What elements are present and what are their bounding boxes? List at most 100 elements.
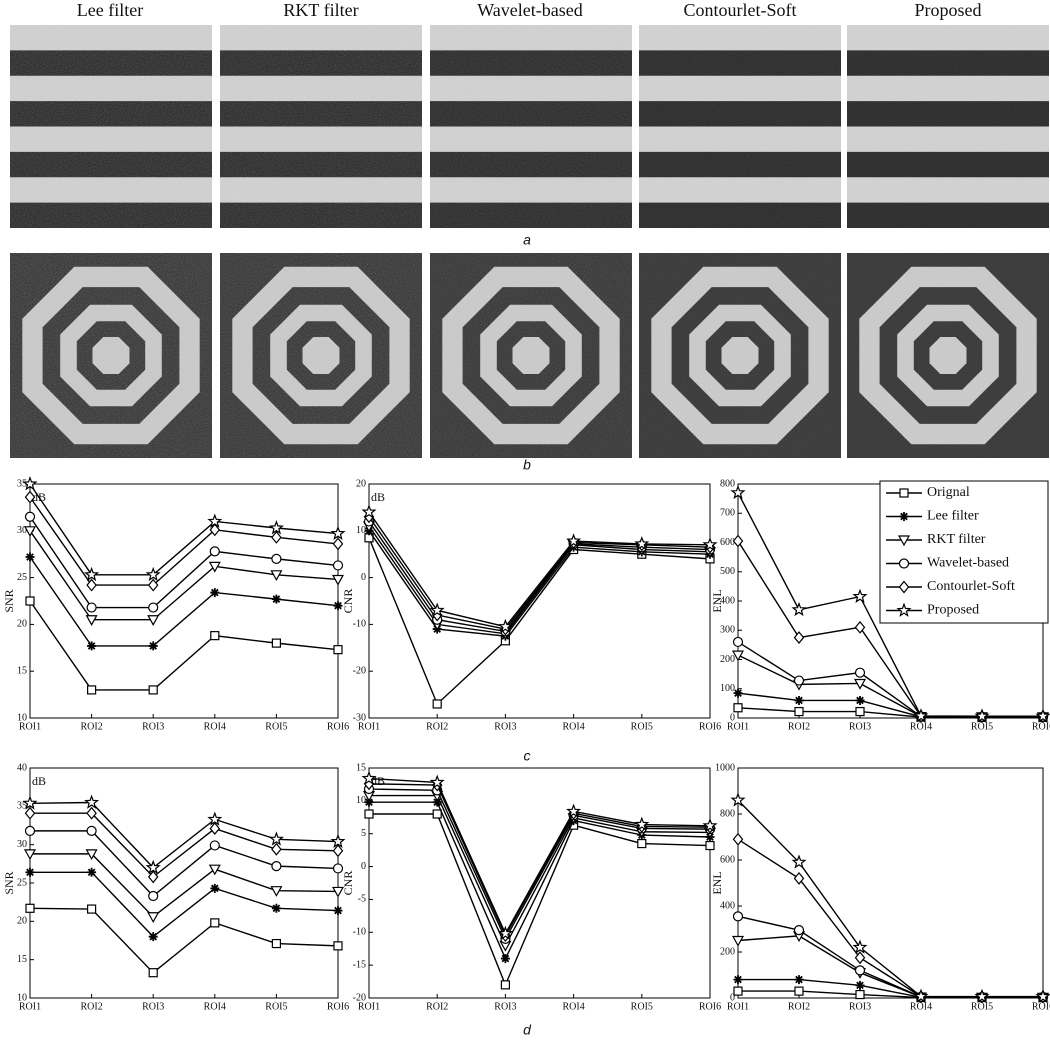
legend-entry: Lee filter	[927, 509, 979, 524]
marker	[497, 925, 513, 940]
marker	[210, 631, 220, 641]
marker	[705, 840, 715, 851]
marker	[271, 553, 282, 564]
y-tick-label: 0	[361, 861, 366, 872]
y-tick-label: 600	[720, 854, 735, 865]
marker	[898, 580, 910, 594]
marker	[271, 842, 282, 856]
series-line	[29, 907, 339, 974]
marker	[793, 871, 805, 885]
unit-annotation: dB	[371, 774, 385, 788]
marker	[147, 870, 159, 884]
marker	[24, 511, 36, 522]
y-tick-label: -10	[353, 619, 366, 630]
x-tick-label: ROI6	[1032, 1001, 1050, 1012]
marker	[913, 988, 929, 1003]
series-line	[29, 516, 339, 609]
y-tick-label: 10	[356, 795, 366, 806]
y-tick-label: -15	[353, 959, 366, 970]
y-tick-label: 0	[730, 992, 735, 1003]
y-tick-label: 600	[720, 537, 735, 548]
marker	[732, 636, 744, 648]
axes-box	[737, 767, 1044, 999]
series-line	[368, 521, 711, 633]
x-tick-label: ROI5	[631, 1001, 653, 1012]
marker	[23, 849, 37, 861]
x-tick-label: ROI6	[1032, 721, 1050, 732]
marker	[332, 844, 344, 858]
marker	[361, 504, 377, 519]
marker	[268, 831, 284, 846]
marker	[730, 484, 746, 500]
x-tick-label: ROI3	[494, 721, 516, 732]
column-header: Proposed	[915, 0, 982, 20]
marker	[974, 708, 990, 723]
x-tick-label: ROI6	[699, 1001, 721, 1012]
marker	[794, 695, 804, 705]
x-tick-label: ROI1	[19, 1001, 41, 1012]
marker	[702, 817, 718, 833]
marker	[271, 594, 281, 604]
y-tick-label: -20	[353, 665, 366, 676]
marker	[855, 980, 865, 990]
x-tick-label: ROI5	[631, 721, 653, 732]
marker	[432, 699, 442, 709]
marker	[566, 803, 582, 818]
y-tick-label: 20	[356, 478, 366, 489]
marker	[331, 574, 345, 586]
series-line	[368, 777, 711, 936]
marker	[331, 886, 345, 898]
x-tick-label: ROI4	[204, 1001, 226, 1012]
column-header: Contourlet-Soft	[684, 0, 797, 20]
series-line	[29, 801, 339, 869]
marker	[333, 906, 343, 916]
unit-annotation: dB	[32, 774, 46, 788]
y-tick-label: -10	[353, 927, 366, 938]
marker	[500, 954, 510, 964]
series-line	[737, 492, 1043, 717]
x-tick-label: ROI3	[849, 721, 871, 732]
x-tick-label: ROI1	[19, 721, 41, 732]
y-axis-label: CNR	[341, 871, 355, 896]
marker	[732, 832, 744, 846]
series-line	[29, 600, 339, 691]
y-tick-label: 800	[720, 478, 735, 489]
y-axis-label: ENL	[710, 871, 724, 894]
marker	[791, 601, 807, 617]
marker	[1035, 708, 1050, 723]
column-header: Wavelet-based	[477, 0, 583, 20]
x-tick-label: ROI1	[358, 721, 380, 732]
y-tick-label: 10	[356, 525, 366, 536]
legend-entry: Orignal	[927, 485, 970, 500]
marker	[209, 523, 221, 537]
y-tick-label: 20	[17, 619, 27, 630]
x-tick-label: ROI3	[849, 1001, 871, 1012]
marker	[899, 512, 909, 521]
marker	[270, 886, 283, 897]
x-tick-label: ROI1	[727, 721, 749, 732]
marker	[500, 980, 510, 990]
marker	[86, 904, 97, 914]
y-tick-label: 15	[356, 762, 366, 773]
marker	[145, 859, 161, 875]
y-axis-label: SNR	[2, 589, 16, 612]
series-line	[369, 794, 711, 948]
axes-box	[368, 483, 711, 719]
marker	[733, 703, 743, 713]
panel-label: b	[523, 457, 531, 473]
marker	[271, 530, 282, 544]
series-line	[30, 853, 339, 918]
column-header: Lee filter	[77, 0, 143, 20]
series-line	[737, 654, 1043, 718]
y-tick-label: 25	[17, 877, 27, 888]
marker	[794, 986, 804, 996]
marker	[896, 602, 912, 617]
unit-annotation: dB	[371, 490, 385, 504]
marker	[330, 525, 346, 540]
marker	[733, 688, 743, 698]
marker	[332, 560, 344, 571]
marker	[148, 641, 158, 651]
x-tick-label: ROI2	[426, 1001, 448, 1012]
y-tick-label: 5	[361, 828, 366, 839]
